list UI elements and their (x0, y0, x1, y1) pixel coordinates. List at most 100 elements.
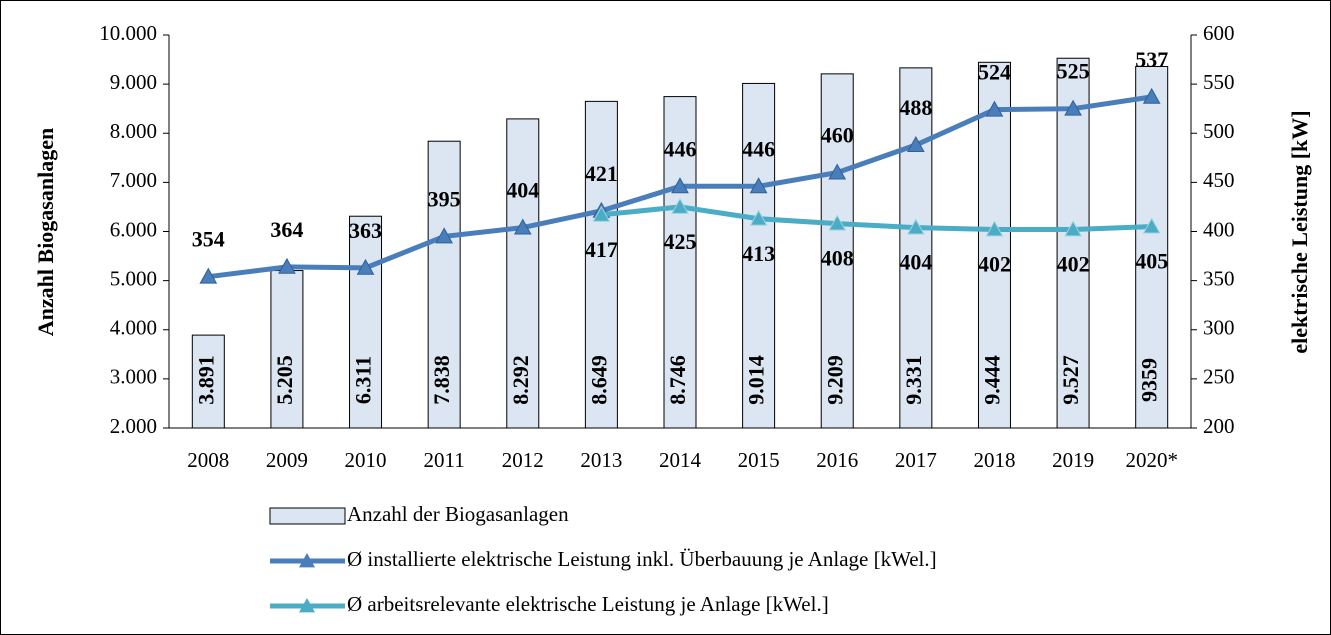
y-tick-label: 9.000 (110, 70, 157, 94)
bar (899, 67, 933, 429)
bar (427, 140, 461, 429)
x-tick-label: 2011 (424, 448, 465, 472)
line-value-label: 460 (821, 123, 854, 148)
line-value-label: 525 (1057, 59, 1090, 84)
x-tick-label: 2018 (973, 448, 1015, 472)
marker (513, 218, 532, 235)
line-value-label: 402 (1057, 252, 1090, 277)
legend-label: Ø arbeitsrelevante elektrische Leistung … (347, 592, 829, 616)
y-axis-title: Anzahl Biogasanlagen (33, 128, 58, 336)
bar (191, 334, 225, 429)
x-tick-label: 2020* (1125, 448, 1178, 472)
x-tick-label: 2012 (502, 448, 544, 472)
marker (985, 100, 1004, 117)
bar (820, 73, 854, 429)
marker (671, 197, 689, 214)
bar (349, 215, 383, 429)
bar (1135, 65, 1169, 429)
legend-marker (299, 553, 315, 568)
line-value-label: 408 (821, 246, 854, 271)
bar-value-label: 5.205 (272, 355, 297, 405)
bar-value-label: 9359 (1137, 358, 1162, 402)
legend-swatch (269, 507, 346, 525)
x-tick-label: 2016 (816, 448, 858, 472)
line-value-label: 354 (192, 227, 225, 252)
marker (1064, 99, 1082, 116)
line-value-label: 404 (506, 178, 539, 203)
x-tick-label: 2010 (345, 448, 387, 472)
marker (356, 258, 375, 275)
line-value-label: 395 (428, 186, 461, 211)
y-tick-label: 4.000 (110, 316, 157, 340)
line-value-label: 421 (585, 161, 618, 186)
bar (977, 61, 1011, 429)
y-tick-label: 2.000 (110, 414, 157, 438)
marker (749, 177, 768, 194)
x-tick-label: 2008 (187, 448, 229, 472)
line-value-label: 524 (978, 60, 1011, 85)
line-value-label: 413 (742, 241, 775, 266)
bar-value-label: 3.891 (193, 355, 218, 405)
y2-tick-label: 350 (1203, 266, 1235, 290)
x-tick-label: 2014 (659, 448, 702, 472)
y2-axis-title: elektrische Leistung [kW] (1287, 110, 1312, 353)
marker (1142, 217, 1161, 234)
marker (749, 209, 768, 226)
y2-tick-label: 500 (1203, 119, 1235, 143)
bar-value-label: 8.292 (508, 355, 533, 405)
marker (435, 227, 454, 244)
bar-value-label: 9.331 (901, 355, 926, 405)
y2-tick-label: 600 (1203, 21, 1235, 45)
x-tick-label: 2019 (1052, 448, 1094, 472)
line-value-label: 363 (349, 218, 382, 243)
marker (1064, 220, 1082, 237)
y2-tick-label: 300 (1203, 316, 1235, 340)
y-tick-label: 6.000 (110, 217, 157, 241)
x-tick-label: 2015 (738, 448, 780, 472)
y-tick-label: 7.000 (110, 168, 157, 192)
bar-value-label: 7.838 (429, 355, 454, 405)
line-value-label: 402 (978, 252, 1011, 277)
marker (828, 163, 847, 180)
y2-tick-label: 550 (1203, 70, 1235, 94)
line-value-label: 405 (1135, 249, 1168, 274)
legend-label: Anzahl der Biogasanlagen (347, 502, 569, 526)
line-value-label: 537 (1135, 47, 1168, 72)
legend-marker (299, 598, 315, 613)
bar (584, 100, 618, 429)
marker (906, 218, 925, 235)
line-value-label: 364 (270, 217, 303, 242)
x-tick-label: 2013 (580, 448, 622, 472)
marker (906, 136, 925, 152)
line-value-label: 404 (899, 250, 932, 275)
bar (663, 96, 697, 429)
x-tick-label: 2017 (895, 448, 937, 472)
line (601, 204, 1152, 233)
y-tick-label: 10.000 (99, 21, 157, 45)
y2-tick-label: 200 (1203, 414, 1235, 438)
y2-tick-label: 250 (1203, 365, 1235, 389)
legend-label: Ø installierte elektrische Leistung inkl… (347, 547, 937, 571)
bar-value-label: 9.527 (1058, 355, 1083, 405)
y-tick-label: 5.000 (110, 266, 157, 290)
y2-tick-label: 400 (1203, 217, 1235, 241)
bar-value-label: 9.209 (822, 355, 847, 405)
y-tick-label: 8.000 (110, 119, 157, 143)
marker (671, 177, 689, 194)
y-tick-label: 3.000 (110, 365, 157, 389)
marker (828, 214, 847, 231)
bar-value-label: 6.311 (351, 356, 376, 404)
marker (985, 220, 1004, 237)
x-tick-label: 2009 (266, 448, 308, 472)
line-value-label: 446 (664, 136, 697, 161)
marker (592, 205, 611, 222)
marker (1142, 87, 1161, 104)
marker (278, 257, 296, 274)
bar-value-label: 8.746 (665, 355, 690, 405)
y2-tick-label: 450 (1203, 168, 1235, 192)
line-value-label: 417 (585, 237, 618, 262)
bar-value-label: 8.649 (586, 355, 611, 405)
line-value-label: 446 (742, 136, 775, 161)
bar (506, 118, 540, 429)
